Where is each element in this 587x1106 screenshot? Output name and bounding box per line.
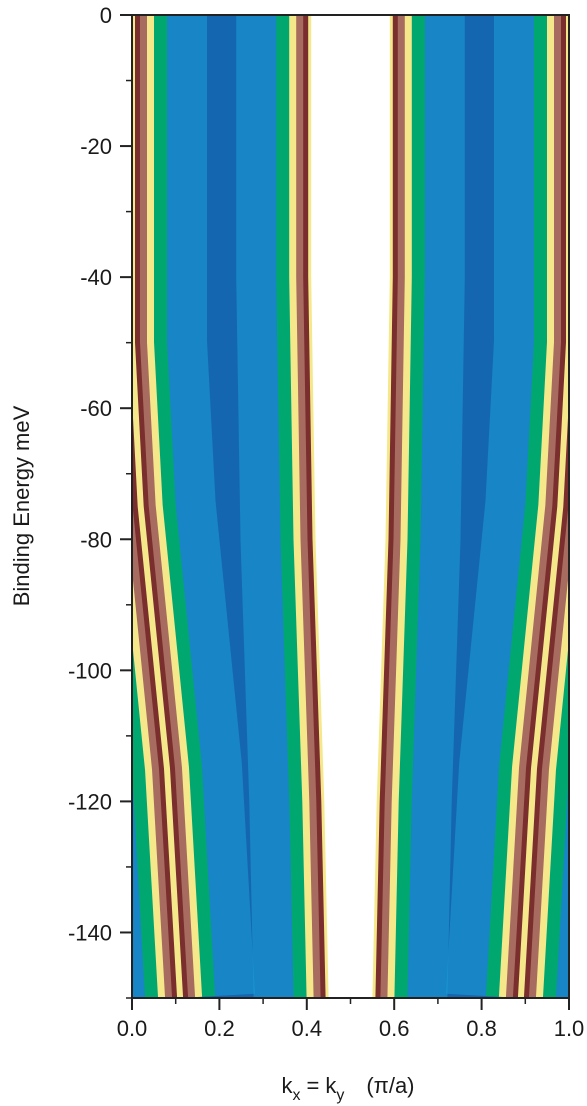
x-tick-label: 0.6 xyxy=(379,1016,410,1041)
y-tick-label: -60 xyxy=(80,396,112,421)
x-tick-label: 0.0 xyxy=(117,1016,148,1041)
x-axis: 0.0 0.2 0.4 0.6 0.8 1.0 xyxy=(117,998,585,1041)
y-tick-label: -40 xyxy=(80,265,112,290)
y-tick-label: -100 xyxy=(68,658,112,683)
spectral-intensity-map xyxy=(132,15,569,998)
x-axis-title: kx = ky (π/a) xyxy=(281,1073,414,1104)
y-tick-label: -80 xyxy=(80,527,112,552)
central-void xyxy=(311,15,390,998)
y-axis: 0 -20 -40 -60 -80 -100 -120 -140 xyxy=(68,3,132,999)
x-tick-label: 0.8 xyxy=(466,1016,497,1041)
outer-band-left xyxy=(132,15,184,998)
y-tick-label: -140 xyxy=(68,920,112,945)
y-axis-title: Binding Energy meV xyxy=(9,405,34,606)
y-tick-label: -120 xyxy=(68,789,112,814)
y-tick-label: -20 xyxy=(80,134,112,159)
x-tick-label: 1.0 xyxy=(554,1016,585,1041)
x-tick-label: 0.2 xyxy=(204,1016,235,1041)
y-tick-label: 0 xyxy=(100,3,112,28)
x-tick-label: 0.4 xyxy=(292,1016,323,1041)
outer-band-right xyxy=(517,15,569,998)
central-void-tail xyxy=(341,670,360,998)
